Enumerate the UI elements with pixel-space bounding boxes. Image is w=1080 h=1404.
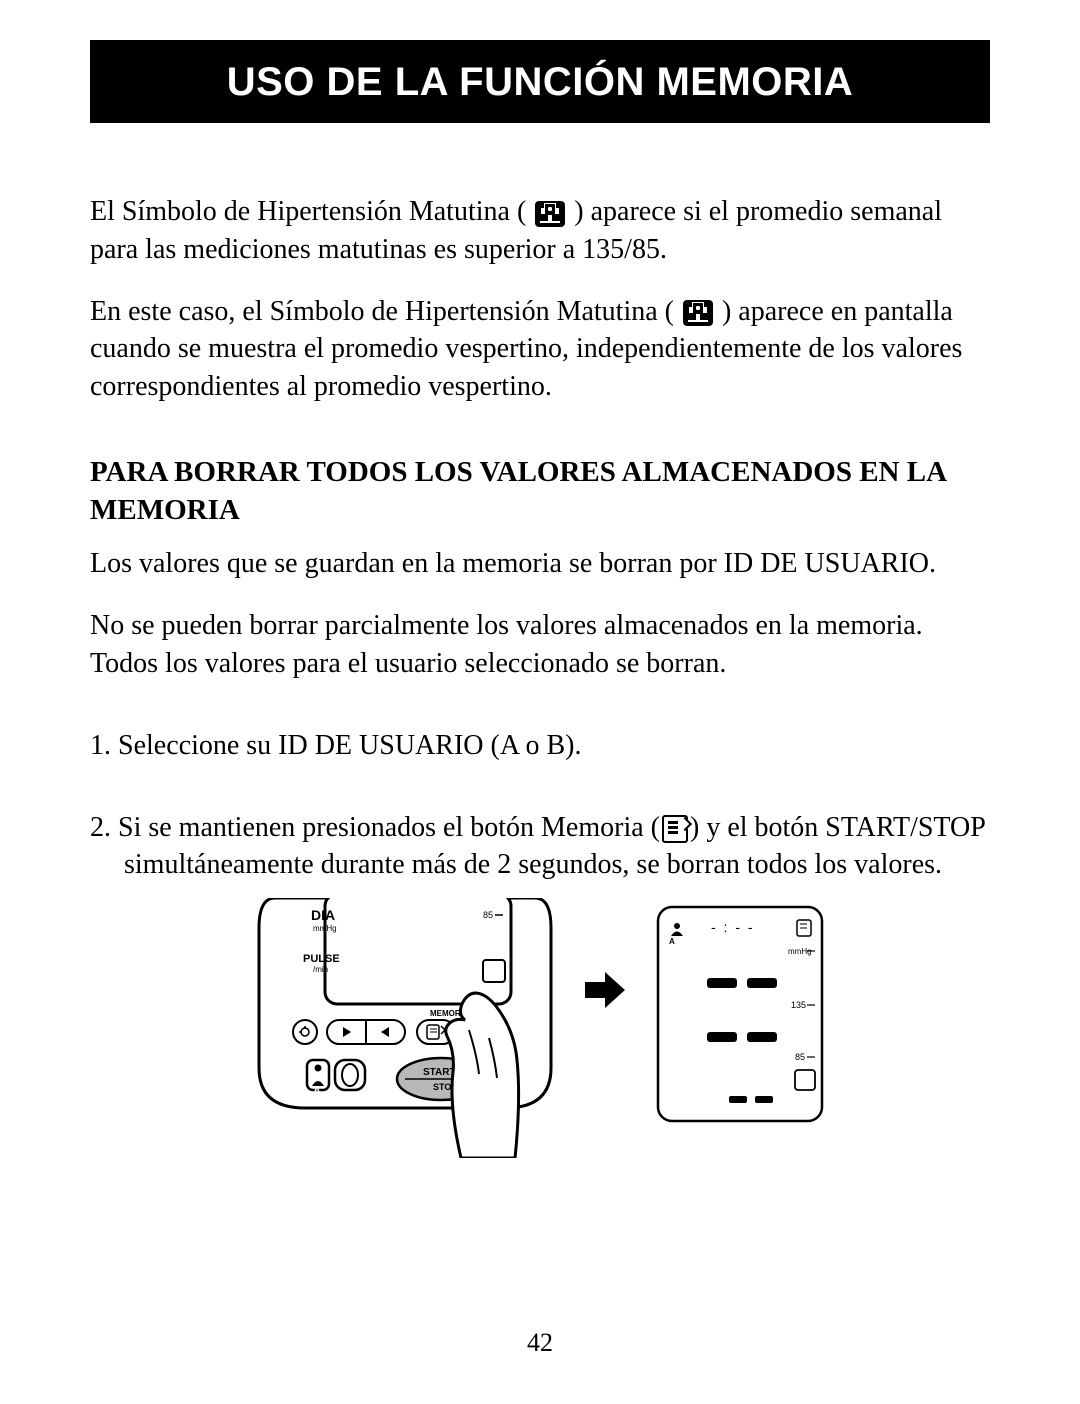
start-label: START [423, 1067, 456, 1078]
illustration-row: DIA mmHg PULSE /min 85 MEMORY [90, 898, 990, 1158]
step-2-text-1: Si se mantienen presionados el botón Mem… [118, 812, 660, 843]
paragraph-3: Los valores que se guardan en la memoria… [90, 545, 990, 583]
morning-hypertension-icon [535, 201, 565, 227]
pulse-label: PULSE [303, 953, 340, 965]
scr-85: 85 [795, 1052, 805, 1062]
memory-icon [662, 815, 688, 843]
permin-label: /min [313, 965, 328, 974]
user-a: A [314, 1085, 320, 1094]
scr-time: - : - - [711, 919, 755, 935]
step-1-num: 1. [90, 730, 111, 761]
manual-page: USO DE LA FUNCIÓN MEMORIA El Símbolo de … [0, 0, 1080, 1404]
step-1-text: Seleccione su ID DE USUARIO (A o B). [118, 730, 582, 761]
p2-text-1: En este caso, el Símbolo de Hipertensión… [90, 296, 674, 327]
section-header: USO DE LA FUNCIÓN MEMORIA [90, 40, 990, 123]
p1-text-1: El Símbolo de Hipertensión Matutina ( [90, 196, 526, 227]
section-title: USO DE LA FUNCIÓN MEMORIA [227, 60, 854, 104]
page-number: 42 [0, 1328, 1080, 1358]
paragraph-4: No se pueden borrar parcialmente los val… [90, 607, 990, 683]
step-2: 2. Si se mantienen presionados el botón … [90, 809, 990, 885]
step-1: 1. Seleccione su ID DE USUARIO (A o B). [90, 727, 990, 765]
subheading-delete-memory: PARA BORRAR TODOS LOS VALORES ALMACENADO… [90, 454, 990, 529]
paragraph-1: El Símbolo de Hipertensión Matutina ( ) … [90, 193, 990, 269]
scr-135: 135 [791, 1000, 806, 1010]
mmhg-label: mmHg [313, 924, 337, 933]
arrow-right-icon [583, 968, 627, 1012]
morning-hypertension-icon [683, 300, 713, 326]
result-screen-illustration: A - : - - mmHg 135 85 [655, 904, 825, 1124]
paragraph-2: En este caso, el Símbolo de Hipertensión… [90, 293, 990, 406]
scr-user-a: A [669, 937, 675, 946]
dia-label: DIA [311, 907, 335, 923]
step-2-num: 2. [90, 812, 111, 843]
val-85: 85 [483, 910, 493, 920]
device-illustration: DIA mmHg PULSE /min 85 MEMORY [255, 898, 555, 1158]
